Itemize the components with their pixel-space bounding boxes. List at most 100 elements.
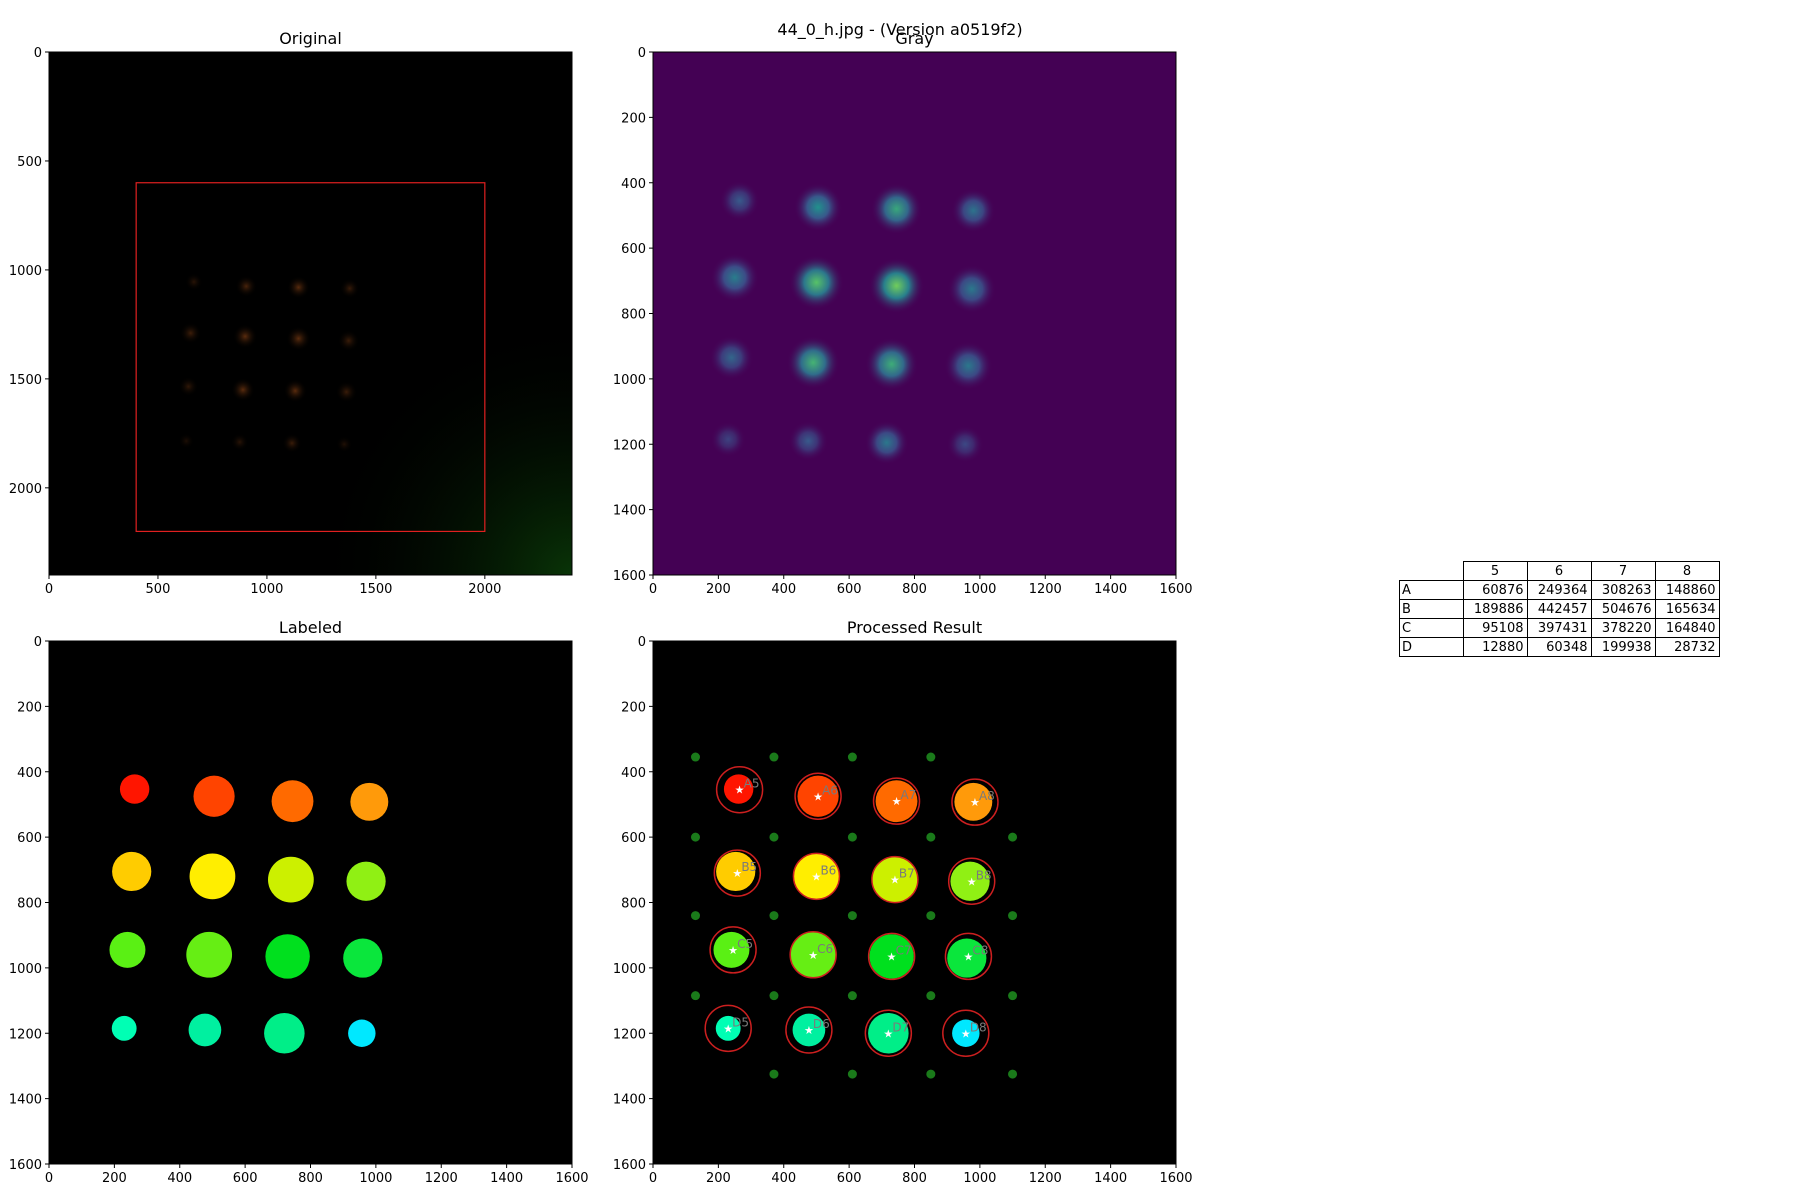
- axes-title: Gray: [895, 29, 933, 48]
- x-tick-label: 1000: [359, 1171, 392, 1186]
- y-tick-label: 1400: [9, 1093, 42, 1108]
- x-tick-label: 1500: [359, 582, 392, 597]
- x-tick-label: 500: [146, 582, 171, 597]
- detected-region: [950, 861, 990, 901]
- intensity-spot: [793, 182, 843, 232]
- well-spot: [335, 381, 358, 403]
- grid-dot: [690, 752, 700, 762]
- grid-dot: [1008, 832, 1018, 842]
- well-spot: [232, 324, 258, 349]
- detected-region: [797, 775, 839, 817]
- x-tick-label: 1600: [1159, 1171, 1192, 1186]
- labeled-region: [193, 775, 235, 817]
- results-col-header: 7: [1590, 561, 1656, 581]
- detected-region: [792, 1013, 826, 1047]
- results-cell: 60876: [1462, 580, 1528, 600]
- labeled-region: [268, 856, 314, 903]
- well-spot: [179, 322, 202, 344]
- well-label: D6: [813, 1017, 830, 1031]
- results-header-row: 5 6 7 8: [1400, 561, 1720, 581]
- well-spot: [178, 433, 195, 449]
- detected-region: [790, 931, 837, 978]
- detected-region: [947, 938, 987, 978]
- well-circle: [794, 772, 842, 821]
- well-label: D5: [732, 1015, 749, 1029]
- well-circle: [709, 926, 757, 974]
- centroid-star: ★: [728, 944, 738, 957]
- y-tick-label: 200: [621, 111, 646, 126]
- intensity-spot: [865, 337, 919, 391]
- results-cell: 249364: [1526, 580, 1592, 600]
- detected-region: [716, 851, 756, 892]
- detected-region: [872, 856, 918, 903]
- x-tick-label: 0: [649, 582, 657, 597]
- intensity-spot: [870, 183, 923, 235]
- y-tick-label: 600: [621, 242, 646, 257]
- well-spot: [337, 329, 360, 352]
- well-spot: [336, 436, 353, 453]
- centroid-star: ★: [804, 1024, 814, 1037]
- x-tick-label: 1000: [250, 582, 283, 597]
- x-tick-label: 1000: [963, 1171, 996, 1186]
- image-content: [49, 52, 572, 575]
- x-tick-label: 200: [706, 1171, 731, 1186]
- x-tick-label: 600: [233, 1171, 258, 1186]
- results-cell: 28732: [1654, 637, 1720, 657]
- x-tick-label: 800: [298, 1171, 323, 1186]
- y-tick-label: 200: [621, 700, 646, 715]
- y-tick-label: 800: [621, 308, 646, 323]
- well-label: B6: [820, 863, 836, 877]
- x-tick-label: 200: [102, 1171, 127, 1186]
- intensity-spot: [788, 421, 829, 461]
- labeled-region: [346, 861, 386, 901]
- centroid-star: ★: [883, 1027, 893, 1040]
- well-circle: [715, 765, 764, 814]
- y-tick-label: 1500: [9, 373, 42, 388]
- well-label: B7: [899, 867, 915, 881]
- y-tick-label: 200: [17, 700, 42, 715]
- x-tick-label: 1400: [490, 1171, 523, 1186]
- x-tick-label: 0: [45, 1171, 53, 1186]
- y-tick-label: 400: [17, 766, 42, 781]
- labeled-region: [271, 780, 314, 823]
- axes-frame: [48, 51, 573, 576]
- y-tick-label: 1400: [613, 1093, 646, 1108]
- axes-title: Labeled: [279, 618, 342, 637]
- original-axes: 0 500 1000 1500 2000 0 500 1000 1500 2000 Original: [9, 29, 573, 597]
- y-tick-label: 500: [17, 155, 42, 170]
- labeled-region: [119, 774, 150, 804]
- centroid-star: ★: [887, 950, 897, 963]
- labeled-region: [265, 934, 310, 979]
- y-tick-label: 1000: [9, 264, 42, 279]
- intensity-spot: [709, 335, 754, 380]
- intensity-spot: [868, 257, 925, 314]
- grid-dot: [926, 1069, 936, 1079]
- image-content: [709, 180, 996, 465]
- x-tick-label: 400: [771, 1171, 796, 1186]
- detected-region: [715, 1015, 741, 1041]
- grid-dot: [769, 991, 779, 1001]
- axes-title: Original: [279, 29, 342, 48]
- grid-dot: [847, 1069, 857, 1079]
- grid-dot: [847, 832, 857, 842]
- labeled-region: [264, 1012, 305, 1054]
- grid-dot: [690, 911, 700, 921]
- y-tick-label: 0: [34, 635, 42, 650]
- well-circle: [864, 1009, 913, 1057]
- results-col-header: 8: [1654, 561, 1720, 581]
- grid-dot: [1008, 1069, 1018, 1079]
- well-label: D7: [892, 1020, 909, 1034]
- y-tick-label: 1200: [9, 1027, 42, 1042]
- results-row: C 95108 397431 378220 164840: [1399, 618, 1720, 638]
- y-tick-label: 400: [621, 766, 646, 781]
- well-label: C6: [817, 942, 833, 956]
- results-cell: 148860: [1654, 580, 1720, 600]
- labeled-region: [343, 938, 383, 978]
- y-tick-label: 1600: [613, 569, 646, 584]
- results-table: 5 6 7 8 A 60876 249364 308263 148860 B 1…: [1399, 561, 1720, 657]
- grid-dot: [769, 911, 779, 921]
- grid-dot: [769, 752, 779, 762]
- y-tick-label: 1000: [613, 373, 646, 388]
- grid-dot: [847, 911, 857, 921]
- labeled-region: [109, 931, 146, 968]
